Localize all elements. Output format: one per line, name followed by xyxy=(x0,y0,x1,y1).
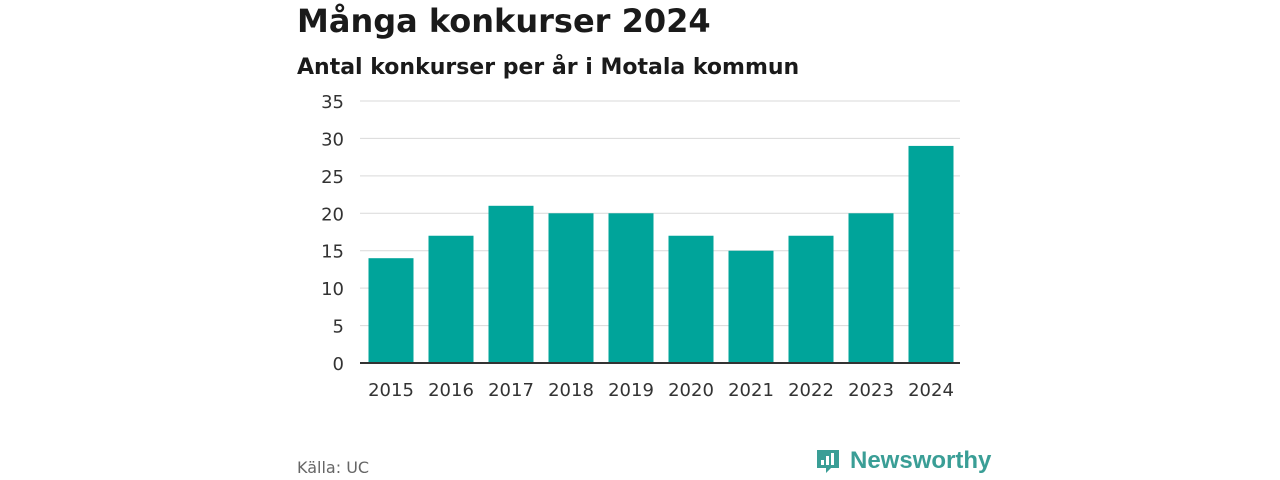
bar-2023 xyxy=(848,213,894,363)
newsworthy-logo-icon xyxy=(817,450,839,473)
y-tick-label: 25 xyxy=(321,167,344,188)
x-tick-label: 2024 xyxy=(908,380,954,401)
y-tick-label: 5 xyxy=(333,317,344,338)
x-tick-label: 2018 xyxy=(548,380,594,401)
bar-2020 xyxy=(668,235,714,363)
y-tick-label: 15 xyxy=(321,242,344,263)
source-note: Källa: UC xyxy=(297,458,370,477)
x-tick-label: 2019 xyxy=(608,380,654,401)
y-tick-label: 35 xyxy=(321,92,344,113)
bar-2024 xyxy=(908,145,954,363)
bar-2015 xyxy=(368,258,414,363)
x-tick-label: 2023 xyxy=(848,380,894,401)
x-tick-label: 2022 xyxy=(788,380,834,401)
y-tick-label: 0 xyxy=(333,354,344,375)
brand-logo-lockup[interactable]: Newsworthy xyxy=(814,446,991,476)
x-tick-label: 2017 xyxy=(488,380,534,401)
bar-2016 xyxy=(428,235,474,363)
bar-2018 xyxy=(548,213,594,363)
bar-2022 xyxy=(788,235,834,363)
bar-2019 xyxy=(608,213,654,363)
chart-subtitle: Antal konkurser per år i Motala kommun xyxy=(297,55,800,80)
x-tick-label: 2015 xyxy=(368,380,414,401)
bar-2017 xyxy=(488,205,534,363)
x-tick-label: 2016 xyxy=(428,380,474,401)
x-tick-label: 2020 xyxy=(668,380,714,401)
y-tick-label: 10 xyxy=(321,279,344,300)
y-tick-label: 20 xyxy=(321,204,344,225)
y-tick-label: 30 xyxy=(321,129,344,150)
brand-name: Newsworthy xyxy=(850,447,992,474)
bar-2021 xyxy=(728,250,774,363)
x-tick-label: 2021 xyxy=(728,380,774,401)
chart-title: Många konkurser 2024 xyxy=(297,2,711,40)
